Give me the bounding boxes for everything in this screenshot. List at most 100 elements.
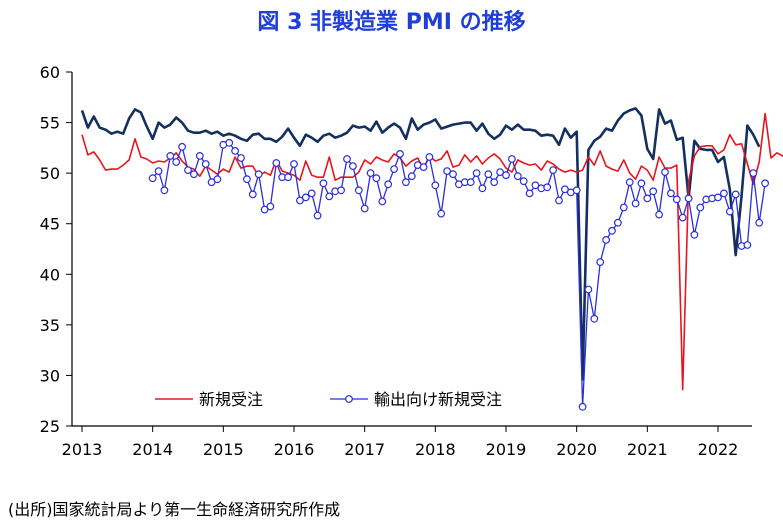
y-tick-label: 40 bbox=[40, 265, 60, 284]
legend: 新規受注 輸出向け新規受注 bbox=[155, 390, 502, 409]
series-2-point bbox=[602, 235, 610, 244]
y-tick-label: 30 bbox=[40, 366, 60, 385]
legend-marker-2 bbox=[345, 395, 353, 403]
series-2-point bbox=[696, 203, 705, 212]
series-2-point bbox=[643, 194, 652, 203]
y-tick-label: 25 bbox=[40, 417, 60, 436]
series-2-point bbox=[725, 207, 734, 216]
series-2-point bbox=[378, 197, 387, 206]
series-2-point bbox=[301, 193, 310, 202]
series-2-point bbox=[584, 285, 593, 294]
series-2-point bbox=[619, 203, 628, 212]
series-2-point bbox=[578, 402, 587, 411]
y-tick-label: 55 bbox=[40, 114, 60, 133]
series-2-point bbox=[260, 205, 269, 214]
series-2-point bbox=[284, 173, 293, 182]
series-2-point bbox=[384, 180, 393, 189]
series-2-point bbox=[531, 181, 540, 190]
series-2-point bbox=[313, 211, 322, 220]
series-2-point bbox=[649, 187, 658, 196]
series-2-point bbox=[201, 160, 210, 168]
series-2-point bbox=[513, 172, 522, 181]
series-2-point bbox=[396, 149, 404, 158]
legend-label-2: 輸出向け新規受注 bbox=[374, 390, 502, 409]
series-2-point bbox=[525, 189, 534, 198]
chart-title: 図 3 非製造業 PMI の推移 bbox=[257, 10, 526, 35]
series-2-point bbox=[166, 151, 175, 160]
series-2-point bbox=[472, 169, 481, 178]
series-2-point bbox=[449, 170, 457, 179]
series-2-point bbox=[254, 170, 263, 179]
series-2-point bbox=[678, 213, 687, 222]
series-2-point bbox=[207, 178, 216, 187]
legend-label-1: 新規受注 bbox=[199, 390, 263, 409]
series-2-point bbox=[555, 196, 563, 205]
y-tick-label: 60 bbox=[40, 63, 60, 82]
series-2-point bbox=[661, 168, 669, 177]
series-2-point bbox=[319, 179, 328, 188]
y-tick-label: 35 bbox=[40, 316, 60, 335]
series-2-point bbox=[508, 155, 516, 163]
series-2-point bbox=[502, 171, 510, 180]
series-line-3 bbox=[80, 107, 761, 381]
series-2-point bbox=[184, 166, 192, 175]
series-2-point bbox=[672, 195, 681, 204]
series-2-point bbox=[519, 177, 528, 186]
series-2-point bbox=[714, 193, 722, 202]
series-2-point bbox=[178, 142, 187, 151]
source-note: (出所)国家統計局より第一生命経済研究所作成 bbox=[8, 500, 341, 519]
series-2-point bbox=[466, 178, 475, 187]
series-2-point bbox=[478, 184, 487, 193]
series-2-point bbox=[307, 189, 316, 198]
series-2-point bbox=[496, 168, 505, 177]
x-tick-label: 2021 bbox=[627, 440, 668, 459]
series-2-point bbox=[731, 190, 740, 199]
x-tick-label: 2022 bbox=[698, 440, 739, 459]
x-tick-label: 2016 bbox=[274, 440, 315, 459]
series-line-1 bbox=[81, 112, 783, 391]
x-tick-label: 2015 bbox=[203, 440, 244, 459]
series-2-point bbox=[431, 181, 440, 190]
series-2-point bbox=[354, 186, 363, 195]
series-2-point bbox=[419, 163, 428, 172]
series-2-point bbox=[490, 178, 499, 187]
series-2-point bbox=[237, 154, 245, 162]
series-2-point bbox=[290, 160, 298, 168]
series-2-point bbox=[402, 178, 410, 187]
series-2-point bbox=[266, 202, 275, 211]
series-2-point bbox=[590, 314, 599, 323]
series-2-point bbox=[325, 192, 334, 201]
x-tick-label: 2014 bbox=[132, 440, 173, 459]
x-tick-label: 2017 bbox=[344, 440, 385, 459]
series-2-point bbox=[272, 159, 281, 167]
series-2-point bbox=[242, 175, 251, 184]
series-2-point bbox=[572, 186, 581, 195]
series-2-point bbox=[195, 151, 204, 160]
series-2-point bbox=[443, 167, 452, 176]
x-tick-label: 2013 bbox=[62, 440, 103, 459]
series-2-point bbox=[425, 153, 434, 161]
series-2-point bbox=[407, 172, 416, 181]
series-2-point bbox=[343, 155, 351, 163]
y-tick-label: 50 bbox=[40, 164, 60, 183]
series-2-point bbox=[749, 169, 758, 178]
series-2-point bbox=[160, 186, 169, 195]
series-2-point bbox=[172, 158, 181, 166]
series-2-point bbox=[248, 190, 257, 199]
series-2-point bbox=[667, 189, 675, 198]
series-2-point bbox=[225, 138, 234, 147]
series-2-point bbox=[360, 204, 369, 213]
series-2-point bbox=[213, 175, 222, 184]
series-2-point bbox=[437, 209, 446, 218]
series-2-point bbox=[631, 199, 640, 208]
series-2-point bbox=[390, 165, 399, 174]
series-2-point bbox=[231, 146, 240, 155]
series-2-point bbox=[761, 179, 769, 188]
series-2-point bbox=[549, 166, 557, 175]
series-2-point bbox=[148, 174, 157, 183]
series-2-point bbox=[637, 179, 646, 188]
series-2-point bbox=[154, 167, 163, 176]
series-2-point bbox=[372, 174, 381, 183]
series-2-point bbox=[755, 218, 764, 227]
